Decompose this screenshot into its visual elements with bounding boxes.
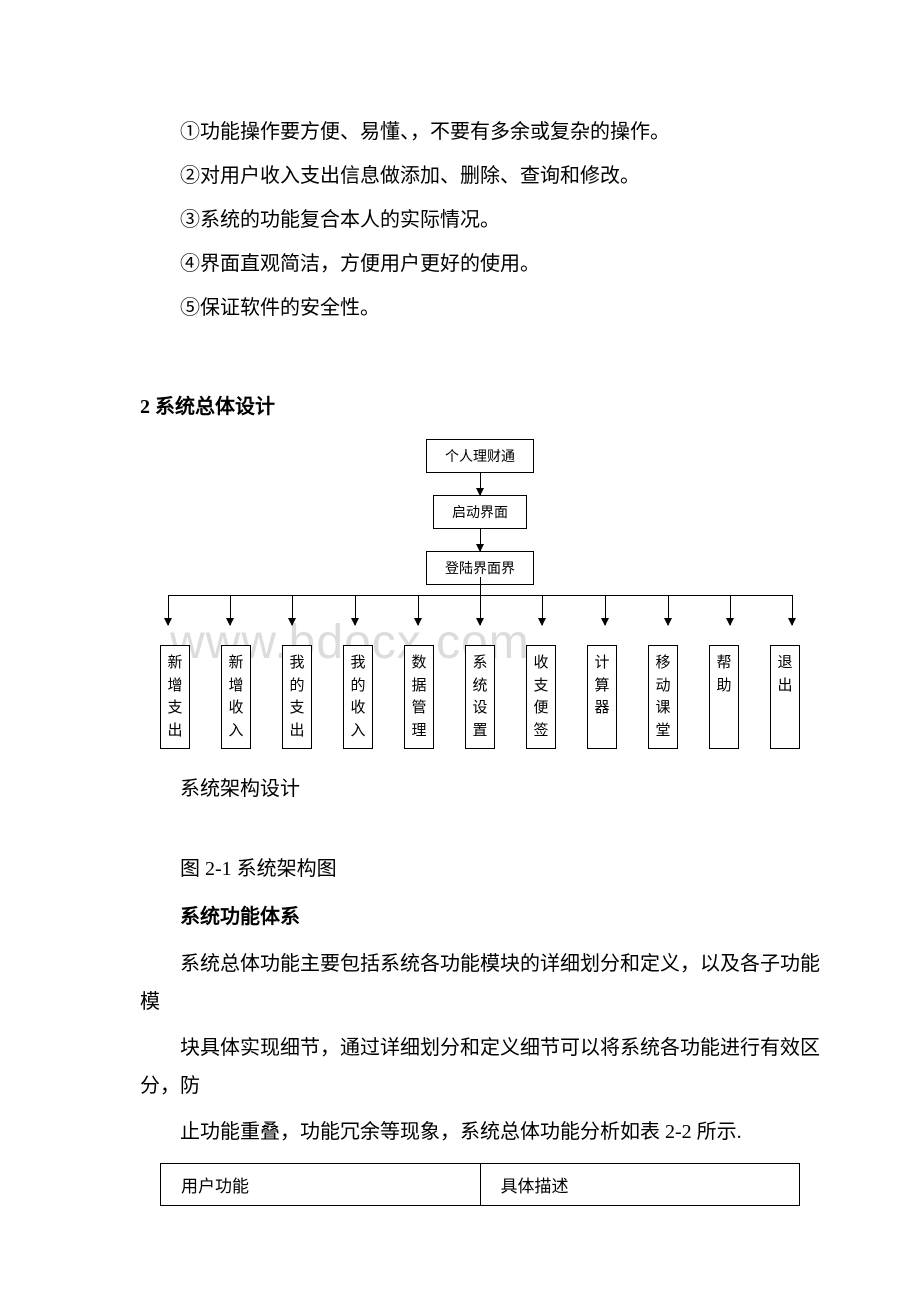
requirement-item: ④界面直观简洁，方便用户更好的使用。 [140,242,820,286]
diagram-leaves-row: 新增支出 新增收入 我的支出 我的收入 数据管理 系统设置 收支便签 计算器 移动课堂 帮助退出 [160,645,800,749]
arrow-down-icon [292,595,293,625]
function-subheading: 系统功能体系 [140,897,820,937]
arrow-down-icon [542,595,543,625]
arrow-down-icon [668,595,669,625]
diagram-node-splash: 启动界面 [433,495,527,529]
arrow-down-icon [480,473,481,495]
diagram-stem [480,577,481,595]
requirement-item: ③系统的功能复合本人的实际情况。 [140,198,820,242]
requirements-list: ①功能操作要方便、易懂、，不要有多余或复杂的操作。 ②对用户收入支出信息做添加、… [140,110,820,330]
diagram-branch-bar [160,585,800,645]
diagram-leaf-node: 我的支出 [282,645,312,749]
figure-caption: 图 2-1 系统架构图 [140,849,820,889]
arrow-down-icon [168,595,169,625]
arrow-down-icon [355,595,356,625]
requirement-item: ⑤保证软件的安全性。 [140,286,820,330]
diagram-leaf-node: 新增支出 [160,645,190,749]
body-paragraph: 块具体实现细节，通过详细划分和定义细节可以将系统各功能进行有效区分，防 [140,1029,820,1105]
arrow-down-icon [730,595,731,625]
diagram-leaf-node: 收支便签 [526,645,556,749]
architecture-caption: 系统架构设计 [140,769,820,809]
table-header-cell: 用户功能 [161,1164,481,1206]
arrow-down-icon [480,595,481,625]
diagram-leaf-node: 退出 [770,645,800,749]
arrow-down-icon [230,595,231,625]
diagram-leaf-node: 帮助 [709,645,739,749]
arrow-down-icon [792,595,793,625]
arrow-down-icon [605,595,606,625]
diagram-leaf-node: 计算器 [587,645,617,749]
diagram-leaf-node: 我的收入 [343,645,373,749]
diagram-leaf-node: 数据管理 [404,645,434,749]
function-table: 用户功能 具体描述 [160,1163,800,1206]
diagram-leaf-node: 移动课堂 [648,645,678,749]
diagram-leaf-node: 新增收入 [221,645,251,749]
arrow-down-icon [418,595,419,625]
requirement-item: ②对用户收入支出信息做添加、删除、查询和修改。 [140,154,820,198]
body-paragraph: 止功能重叠，功能冗余等现象，系统总体功能分析如表 2-2 所示. [140,1113,820,1151]
diagram-node-root: 个人理财通 [426,439,534,473]
section-heading: 2 系统总体设计 [140,390,820,419]
body-paragraph: 系统总体功能主要包括系统各功能模块的详细划分和定义，以及各子功能模 [140,945,820,1021]
diagram-leaf-node: 系统设置 [465,645,495,749]
arrow-down-icon [480,529,481,551]
table-header-cell: 具体描述 [480,1164,800,1206]
requirement-item: ①功能操作要方便、易懂、，不要有多余或复杂的操作。 [140,110,820,154]
system-architecture-diagram: 个人理财通 启动界面 登陆界面界 新增支出新增收入我的支出我的收入数据管理系统设… [160,439,800,749]
